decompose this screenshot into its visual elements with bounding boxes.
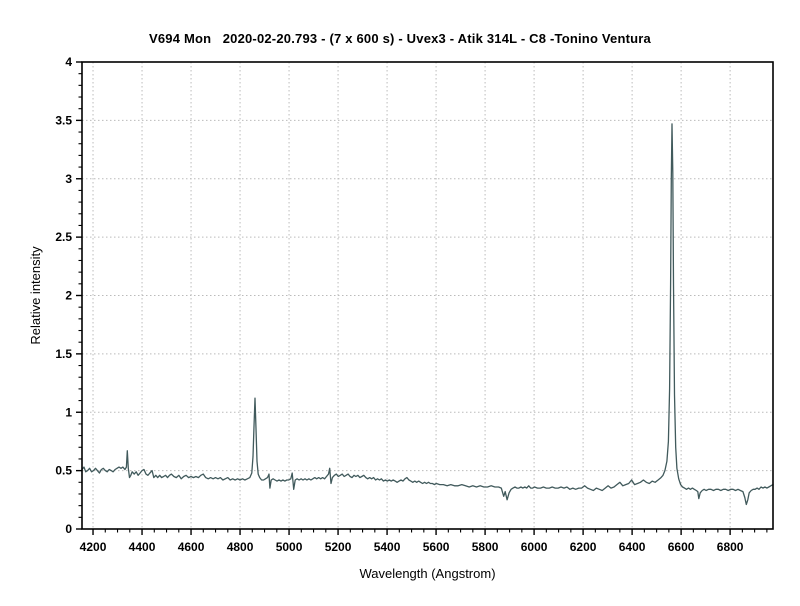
x-tick-label: 5200 bbox=[325, 540, 352, 554]
x-tick-label: 4600 bbox=[178, 540, 205, 554]
x-tick-label: 5600 bbox=[423, 540, 450, 554]
x-axis-title: Wavelength (Angstrom) bbox=[359, 566, 495, 581]
x-tick-label: 6600 bbox=[668, 540, 695, 554]
y-tick-label: 0 bbox=[65, 522, 72, 536]
y-tick-label: 0.5 bbox=[55, 464, 72, 478]
y-axis-title: Relative intensity bbox=[28, 246, 43, 345]
x-tick-label: 4800 bbox=[227, 540, 254, 554]
x-tick-label: 5400 bbox=[374, 540, 401, 554]
y-tick-label: 1 bbox=[65, 405, 72, 419]
axis-layer: 4200 4400 4600 4800 5000 5200 5400 5600 5800 6000… bbox=[55, 55, 774, 554]
series-layer bbox=[81, 123, 774, 506]
y-tick-label: 2.5 bbox=[55, 230, 72, 244]
x-tick-label: 4400 bbox=[129, 540, 156, 554]
chart-title: V694 Mon 2020-02-20.793 - (7 x 600 s) - … bbox=[148, 31, 651, 46]
x-tick-label: 5000 bbox=[276, 540, 303, 554]
x-tick-label: 4200 bbox=[80, 540, 107, 554]
y-tick-label: 3.5 bbox=[55, 113, 72, 127]
spectrum-line bbox=[81, 123, 774, 506]
x-tick-label: 6200 bbox=[570, 540, 597, 554]
x-tick-label: 5800 bbox=[472, 540, 499, 554]
y-tick-label: 3 bbox=[65, 172, 72, 186]
x-tick-label: 6800 bbox=[717, 540, 744, 554]
grid-layer bbox=[82, 62, 773, 529]
plot-border bbox=[81, 61, 774, 530]
x-tick-label: 6400 bbox=[619, 540, 646, 554]
x-tick-label: 6000 bbox=[521, 540, 548, 554]
y-tick-label: 2 bbox=[65, 289, 72, 303]
y-tick-label: 4 bbox=[65, 55, 72, 69]
y-tick-label: 1.5 bbox=[55, 347, 72, 361]
